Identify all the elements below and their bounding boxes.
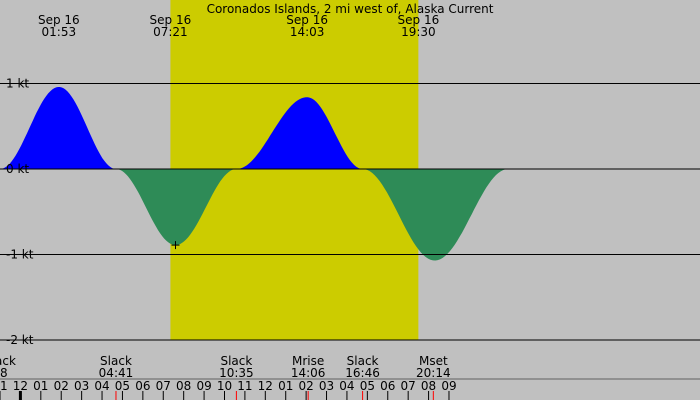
- event-date-label: Sep 16: [286, 13, 328, 27]
- x-tick-label: 07: [156, 379, 171, 393]
- x-tick-label: 02: [54, 379, 69, 393]
- y-tick-label: 0 kt: [6, 162, 29, 176]
- bottom-event-time: 10:35: [219, 366, 254, 380]
- event-time-label: 14:03: [290, 25, 325, 39]
- flood-area: [236, 97, 363, 169]
- current-areas: [0, 87, 509, 261]
- bottom-event-label: Slack: [220, 354, 252, 368]
- event-time-label: 07:21: [153, 25, 188, 39]
- x-tick-label: 02: [298, 379, 313, 393]
- x-tick-label: 11: [0, 379, 8, 393]
- bottom-event-time: 16:46: [345, 366, 380, 380]
- x-axis-ticks: 11 12 01 02 03 04 05 06 07 08 09 10 11 12 01 02 03 04 05 06…: [0, 378, 700, 400]
- chart-title: Coronados Islands, 2 mi west of, Alaska …: [207, 2, 494, 16]
- x-tick-label: 06: [380, 379, 395, 393]
- bottom-event-time: 38: [0, 366, 8, 380]
- x-tick-label: 11: [237, 379, 252, 393]
- ebb-area: [116, 169, 237, 246]
- x-tick-label: 03: [319, 379, 334, 393]
- x-tick-label: 01: [33, 379, 48, 393]
- x-tick-label: 08: [176, 379, 191, 393]
- bottom-event-time: 14:06: [291, 366, 326, 380]
- bottom-event-label: Slack: [100, 354, 132, 368]
- x-tick-label: 10: [217, 379, 232, 393]
- bottom-event-label: Mrise: [292, 354, 324, 368]
- x-tick-label: 09: [196, 379, 211, 393]
- bottom-event-label: Slack: [0, 354, 16, 368]
- bottom-event-label: Mset: [419, 354, 448, 368]
- event-time-label: 19:30: [401, 25, 436, 39]
- event-date-label: Sep 16: [150, 13, 192, 27]
- bottom-event-label: Slack: [347, 354, 379, 368]
- x-tick-label: 05: [360, 379, 375, 393]
- current-time-marker: [171, 241, 180, 250]
- bottom-event-time: 04:41: [99, 366, 134, 380]
- x-tick-label: 01: [278, 379, 293, 393]
- x-tick-label: 05: [115, 379, 130, 393]
- event-date-label: Sep 16: [38, 13, 80, 27]
- x-tick-label: 06: [135, 379, 150, 393]
- y-tick-label: 1 kt: [6, 77, 29, 91]
- gridlines: [0, 83, 700, 341]
- x-tick-label: 09: [441, 379, 456, 393]
- y-axis-labels: 1 kt 0 kt -1 kt -2 kt: [6, 77, 34, 348]
- flood-area: [0, 87, 116, 169]
- x-tick-label: 08: [421, 379, 436, 393]
- bottom-event-labels: Slack38Slack04:41Slack10:35Mrise14:06Sla…: [0, 354, 451, 380]
- x-tick-label: 07: [401, 379, 416, 393]
- event-time-label: 01:53: [42, 25, 77, 39]
- ebb-area: [362, 169, 509, 261]
- x-tick-label: 04: [94, 379, 109, 393]
- event-date-label: Sep 16: [398, 13, 440, 27]
- x-tick-label: 12: [13, 379, 28, 393]
- x-tick-label: 03: [74, 379, 89, 393]
- y-tick-label: -2 kt: [6, 333, 34, 347]
- bottom-event-time: 20:14: [416, 366, 451, 380]
- x-tick-label: 12: [258, 379, 273, 393]
- y-tick-label: -1 kt: [6, 248, 34, 262]
- x-tick-label: 04: [339, 379, 354, 393]
